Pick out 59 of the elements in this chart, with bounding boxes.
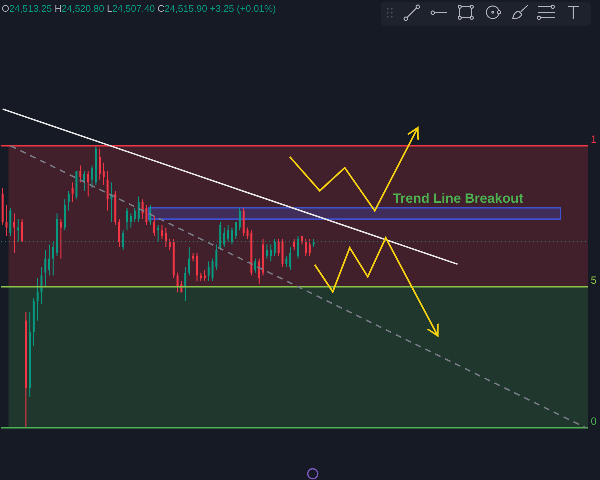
candlestick	[68, 190, 70, 212]
candlestick	[293, 238, 296, 251]
candlestick	[64, 199, 66, 232]
text: 1	[591, 134, 597, 146]
candlestick	[286, 255, 288, 268]
candlestick	[21, 218, 24, 242]
text: 0	[591, 416, 597, 428]
candlestick	[227, 224, 230, 242]
candlestick	[44, 250, 47, 288]
candlestick	[138, 196, 140, 223]
candlestick	[235, 222, 238, 240]
candlestick	[122, 230, 124, 251]
candlestick	[48, 244, 51, 276]
candlestick	[126, 208, 128, 232]
candlestick	[36, 278, 39, 322]
candlestick	[106, 170, 109, 212]
candlestick	[72, 182, 74, 203]
candlestick	[6, 204, 8, 237]
candlestick	[169, 238, 172, 251]
candlestick	[290, 247, 292, 271]
candlestick	[118, 218, 120, 248]
candlestick	[242, 208, 245, 237]
candlestick	[134, 208, 136, 223]
candlestick	[161, 224, 164, 240]
candlestick	[52, 241, 54, 276]
chart-title: O24,513.25 H24,520.80 L24,507.40 C24,515.90 +3.25 (+0.01%)	[2, 4, 276, 15]
candlestick	[40, 266, 43, 304]
candlestick	[176, 272, 179, 294]
candlestick	[208, 261, 210, 282]
candlestick	[153, 216, 156, 237]
candlestick	[305, 238, 308, 256]
candlestick	[99, 148, 102, 180]
candlestick	[10, 208, 12, 237]
candlestick	[308, 238, 311, 256]
candlestick	[266, 244, 268, 260]
candlestick	[60, 218, 62, 260]
candlestick	[231, 227, 234, 246]
candlestick	[297, 236, 300, 260]
candlestick	[102, 162, 105, 186]
candlestick	[188, 247, 190, 276]
candlestick	[270, 244, 272, 262]
candlestick	[165, 227, 168, 248]
candlestick	[196, 252, 198, 282]
candlestick	[238, 208, 241, 232]
candlestick	[184, 266, 187, 302]
candlestick	[130, 213, 132, 228]
annotation: Trend Line Breakout	[393, 191, 524, 206]
candlestick	[274, 238, 276, 256]
candlestick	[220, 222, 222, 251]
candlestick	[254, 258, 257, 274]
candlestick	[282, 238, 284, 268]
candlestick	[146, 204, 148, 226]
candlestick	[258, 258, 260, 285]
candlestick	[223, 227, 226, 248]
candlestick	[14, 213, 16, 254]
candlestick	[87, 170, 90, 198]
candlestick	[80, 165, 82, 184]
text: 5	[591, 275, 597, 287]
candlestick	[204, 270, 206, 282]
